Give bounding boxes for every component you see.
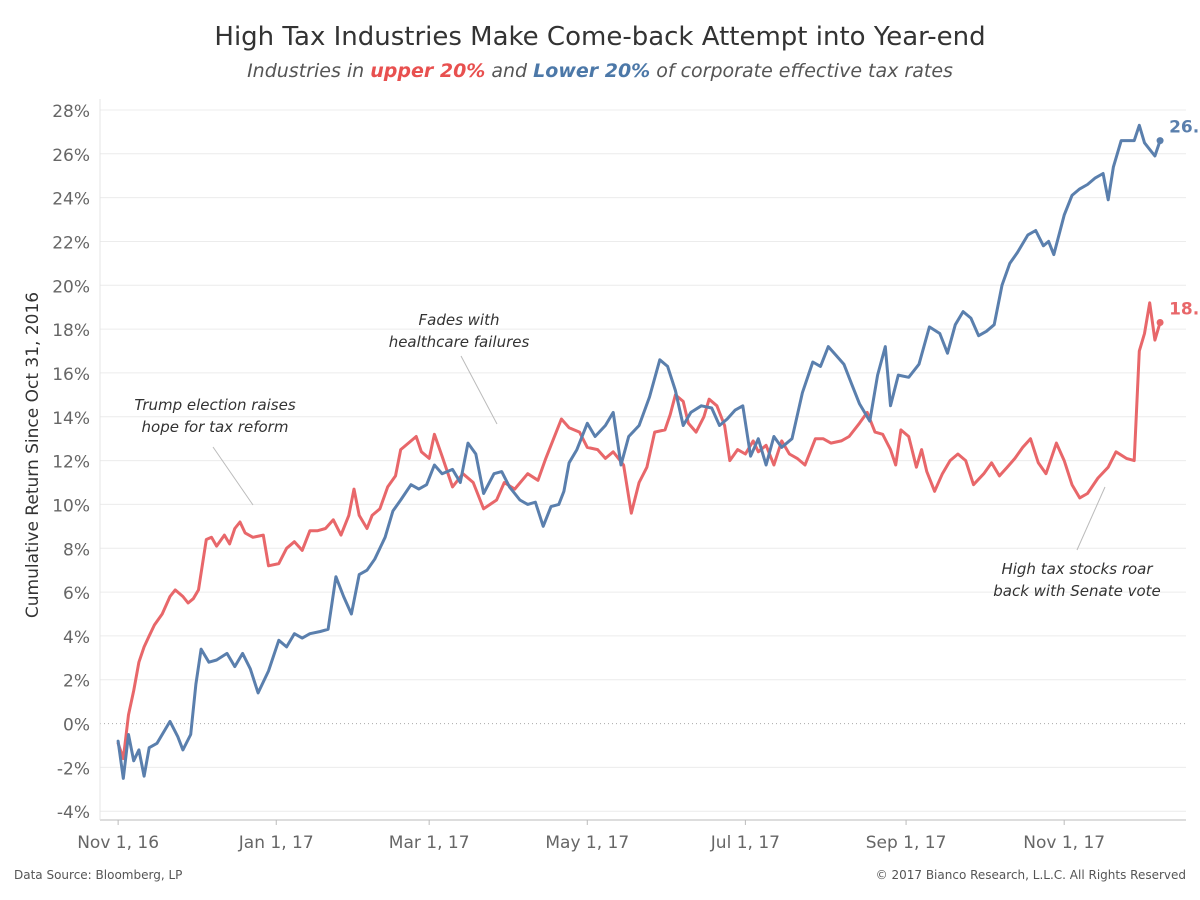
y-tick-label: 26%	[52, 146, 90, 166]
fades-connector	[460, 355, 498, 425]
x-tick-label: Nov 1, 16	[77, 833, 159, 853]
y-tick-label: 16%	[52, 365, 90, 385]
subtitle-middle: and	[485, 60, 534, 82]
chart-title: High Tax Industries Make Come-back Attem…	[214, 22, 986, 52]
copyright: © 2017 Bianco Research, L.L.C. All Right…	[875, 868, 1186, 882]
series-line-high-tax	[116, 301, 1162, 761]
annotation-fades: Fades with healthcare failures	[369, 309, 549, 353]
annotation-trump: Trump election raises hope for tax refor…	[115, 394, 315, 438]
axes: -4% -2% 0% 2% 4% 6% 8% 10% 12% 14% 16% 18% 20% 22% 24%…	[52, 99, 1186, 853]
x-tick-label: Nov 1, 17	[1023, 833, 1105, 853]
y-tick-label: 0%	[63, 716, 90, 736]
annotation-trump-line1: Trump election raises	[134, 396, 296, 414]
y-tick-label: 20%	[52, 277, 90, 297]
annotation-senate-line2: back with Senate vote	[993, 582, 1161, 600]
end-point-high-tax	[1156, 319, 1164, 327]
end-point-low-tax	[1156, 137, 1164, 145]
subtitle-low-tax: Lower 20%	[533, 60, 651, 82]
y-tick-label: 24%	[52, 190, 90, 210]
annotation-senate: High tax stocks roar back with Senate vo…	[977, 558, 1177, 602]
subtitle-prefix: Industries in	[247, 60, 371, 82]
series-line-low-tax	[116, 123, 1162, 780]
x-tick-label: Jan 1, 17	[238, 833, 314, 853]
y-tick-label: 28%	[52, 102, 90, 122]
data-source: Data Source: Bloomberg, LP	[14, 868, 183, 882]
y-tick-label: 8%	[63, 540, 90, 560]
trump-connector	[212, 446, 254, 506]
x-tick-label: Sep 1, 17	[866, 833, 947, 853]
y-tick-label: 6%	[63, 584, 90, 604]
y-tick-label: 12%	[52, 453, 90, 473]
end-labels: 18.3% 26.6%	[1156, 118, 1200, 327]
y-tick-label: 10%	[52, 496, 90, 516]
y-tick-label: 22%	[52, 233, 90, 253]
annotation-senate-line1: High tax stocks roar	[1001, 560, 1153, 578]
x-tick-label: May 1, 17	[545, 833, 629, 853]
y-tick-label: 14%	[52, 409, 90, 429]
chart-subtitle: Industries in upper 20% and Lower 20% of…	[0, 60, 1200, 82]
y-tick-label: -2%	[57, 759, 90, 779]
y-axis-label: Cumulative Return Since Oct 31, 2016	[23, 291, 43, 619]
x-tick-label: Mar 1, 17	[389, 833, 470, 853]
senate-connector	[1076, 486, 1106, 551]
gridlines	[100, 109, 1186, 812]
end-label-low-tax: 26.6%	[1169, 118, 1200, 138]
y-tick-label: 4%	[63, 628, 90, 648]
annotation-fades-line1: Fades with	[418, 311, 500, 329]
y-tick-label: -4%	[57, 803, 90, 823]
annotation-trump-line2: hope for tax reform	[141, 418, 289, 436]
series-lines	[116, 123, 1162, 780]
y-tick-label: 18%	[52, 321, 90, 341]
x-tick-label: Jul 1, 17	[710, 833, 780, 853]
subtitle-suffix: of corporate effective tax rates	[650, 60, 953, 82]
annotation-fades-line2: healthcare failures	[388, 333, 530, 351]
subtitle-high-tax: upper 20%	[370, 60, 486, 82]
y-tick-label: 2%	[63, 672, 90, 692]
annotation-connector-lines	[212, 355, 1106, 551]
end-label-high-tax: 18.3%	[1169, 300, 1200, 320]
